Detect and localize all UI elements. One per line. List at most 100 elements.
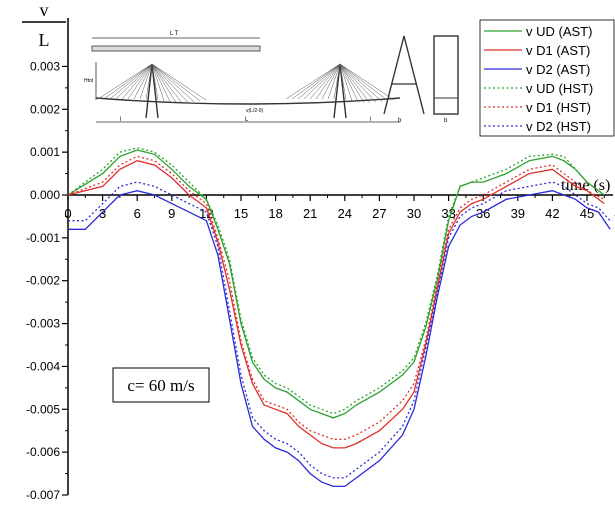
legend-label: v UD (HST) [526,81,593,96]
inset-cable [303,63,341,100]
x-tick-label: 18 [268,206,282,221]
y-tick-label: 0.000 [30,188,60,202]
inset-cable [151,63,195,102]
inset-midpoint-label: v(L/2-0) [246,108,264,114]
legend-box [479,19,615,137]
inset-h-tower [433,35,459,115]
inset-cable [151,63,159,101]
series-line-0 [67,149,605,419]
inset-cable [315,63,341,100]
inset-cable [145,63,153,100]
x-ticks: 036912151821242730333639424548 [64,195,615,221]
y-ticks: 0.003 0.002 0.001 0.000 -0.001 -0.002 -0.003 -0… [26,59,68,502]
inset-a-tower [383,35,425,115]
x-tick-label: 24 [338,206,352,221]
inset-cable [151,63,201,101]
series-lines [67,147,611,488]
inset-cable [339,63,365,103]
legend-label: v D1 (HST) [526,100,591,115]
x-tick-label: 15 [234,206,248,221]
series-line-1 [67,160,605,449]
inset-cable [151,63,207,101]
inset-main-span-label: L [245,117,249,123]
inset-cable [327,63,341,100]
inset-cable [339,63,389,101]
y-tick-label: -0.002 [26,274,60,288]
inset-cables [97,63,395,104]
x-tick-label: 3 [99,206,106,221]
annotation-text: c= 60 m/s [127,376,194,395]
inset-cable [151,63,165,101]
x-tick-label: 6 [134,206,141,221]
inset-cable [339,63,395,101]
inset-cable [291,63,341,100]
inset-cable [339,63,371,104]
series-line-2 [68,190,611,488]
inset-cable [103,63,153,100]
x-tick-label: 39 [511,206,525,221]
ylabel-denominator: L [39,30,50,50]
y-tick-label: -0.004 [26,359,60,373]
legend-label: v D1 (AST) [526,43,590,58]
inset-cable [339,63,353,101]
inset-cable [115,63,153,100]
inset-cable [321,63,341,100]
y-tick-label: -0.003 [26,317,60,331]
series-line-5 [68,181,611,479]
inset-cable [151,63,189,103]
x-tick-label: 9 [168,206,175,221]
inset-left-tower [145,63,153,119]
inset-cable [109,63,153,100]
xlabel: time (s) [561,177,610,194]
x-tick-label: 0 [64,206,71,221]
series-line-4 [67,155,605,440]
inset-cable [151,63,183,104]
legend-label: v UD (AST) [526,24,592,39]
inset-left-tower-leg [151,63,159,119]
y-tick-label: -0.006 [26,445,60,459]
inset-cable [151,63,171,102]
y-tick-label: 0.003 [30,59,60,73]
y-tick-label: -0.005 [26,402,60,416]
inset-right-tower-leg [339,63,347,119]
series-line-3 [67,147,605,415]
inset-cable [339,63,359,102]
legend-label: v D2 (HST) [526,119,591,134]
inset-height-label: Htot [84,78,94,84]
y-tick-label: 0.002 [30,102,60,116]
inset-cable [127,63,153,100]
ylabel-numerator: v [40,0,49,20]
inset-cable [121,63,153,100]
inset-cable [339,63,347,101]
inset-deck [95,97,401,105]
inset-cable [339,63,377,103]
inset-cable [97,63,153,100]
inset-b-label-h: b [444,118,448,124]
inset-cable [297,63,341,100]
inset-cable [151,63,177,103]
x-tick-label: 30 [407,206,421,221]
x-tick-label: 42 [545,206,559,221]
inset-b-label-a: b [398,118,402,124]
legend: v UD (AST) v D1 (AST) v D2 (AST) v UD (HST)… [484,24,593,134]
y-tick-label: -0.007 [26,488,60,502]
legend-label: v D2 (AST) [526,62,590,77]
inset-side-span-right: l [370,117,371,123]
annotation-box [112,367,210,403]
inset-right-tower [333,63,341,119]
bridge-schematic-inset: L T Htot v(L/2-0) l L l b b [84,31,459,124]
x-tick-label: 27 [372,206,386,221]
y-tick-label: 0.001 [30,145,60,159]
y-tick-label: -0.001 [26,231,60,245]
inset-cable [309,63,341,100]
x-tick-label: 21 [303,206,317,221]
inset-cable [133,63,153,100]
inset-deck-plan [91,45,261,52]
inset-cable [333,63,341,100]
inset-cable [339,63,383,102]
inset-span-total-label: L T [170,31,179,37]
inset-side-span-left: l [120,117,121,123]
inset-cable [139,63,153,100]
